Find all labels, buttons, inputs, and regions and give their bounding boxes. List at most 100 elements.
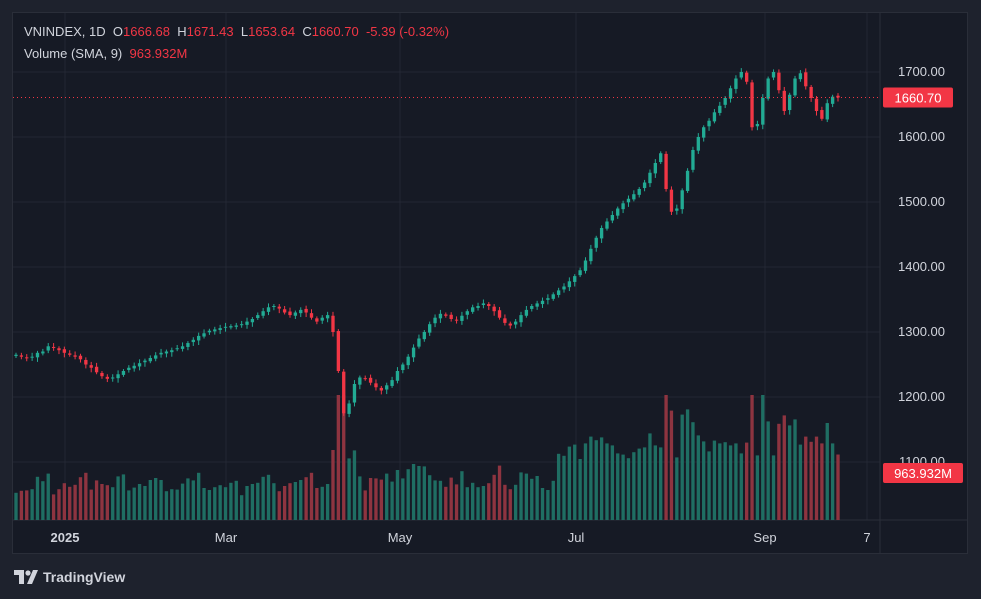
volume-bar	[642, 447, 647, 520]
candle-body	[540, 300, 545, 305]
open-label: O	[112, 24, 123, 39]
candle-body	[648, 172, 652, 184]
volume-bar	[546, 490, 550, 520]
volume-bar	[750, 395, 754, 520]
candle-body	[35, 352, 40, 358]
candle-body	[685, 170, 690, 191]
volume-bar	[825, 423, 829, 520]
candle-body	[428, 324, 432, 333]
chart-pane[interactable]	[12, 12, 968, 554]
candle-body	[358, 377, 362, 385]
candle-body	[707, 120, 711, 127]
candle-body	[728, 88, 733, 99]
candle-body	[605, 221, 609, 229]
candle-body	[288, 311, 292, 316]
candle-body	[385, 385, 389, 390]
volume-bar	[62, 483, 67, 520]
volume-bar	[94, 480, 99, 520]
candle-body	[524, 309, 529, 316]
volume-bar	[594, 440, 598, 520]
volume-bar	[739, 453, 743, 520]
volume-bar	[503, 484, 507, 520]
volume-bar	[154, 478, 158, 520]
candle-body	[342, 371, 346, 414]
candle-body	[508, 323, 512, 326]
volume-bar	[621, 454, 625, 520]
candle-body	[583, 260, 588, 271]
volume-legend[interactable]: Volume (SMA, 9) 963.932M	[24, 46, 187, 61]
candle-body	[352, 384, 357, 403]
candle-body	[46, 346, 50, 351]
low-label: L	[240, 24, 249, 39]
volume-bar	[417, 466, 421, 520]
candle-body	[476, 306, 480, 308]
candle-body	[51, 346, 56, 348]
volume-bar	[481, 486, 486, 520]
volume-bar	[530, 478, 534, 520]
close-value: 1660.70	[311, 24, 359, 39]
candle-body	[105, 376, 109, 379]
volume-bar	[111, 487, 115, 520]
candle-body	[175, 348, 179, 350]
candle-body	[573, 276, 577, 282]
volume-bar	[19, 490, 24, 520]
volume-bar	[57, 489, 61, 520]
candle-body	[820, 110, 824, 119]
volume-bar	[556, 453, 561, 520]
tradingview-logo-icon	[14, 570, 38, 584]
volume-bar	[471, 482, 475, 520]
candle-body	[299, 309, 303, 314]
price-tick-label: 1600.00	[898, 129, 945, 144]
candle-body	[202, 333, 206, 337]
volume-bar	[89, 489, 93, 520]
candle-body	[610, 215, 615, 221]
volume-bar	[25, 490, 29, 520]
volume-bar	[336, 395, 341, 520]
time-tick-label: Jul	[568, 530, 585, 545]
candle-body	[325, 315, 330, 319]
candle-body	[589, 248, 593, 262]
candle-body	[266, 307, 271, 312]
candle-body	[825, 103, 829, 120]
candle-body	[750, 82, 754, 128]
low-value: 1653.64	[248, 24, 296, 39]
volume-bar	[433, 480, 437, 520]
tradingview-logo[interactable]: TradingView	[14, 569, 125, 585]
candle-body	[836, 95, 840, 98]
volume-bar	[637, 448, 641, 520]
candle-body	[121, 371, 126, 375]
volume-bar	[793, 419, 797, 520]
volume-bar	[41, 481, 45, 520]
volume-bar	[487, 483, 491, 520]
candle-body	[368, 377, 373, 383]
candle-body	[492, 306, 496, 312]
volume-bar	[723, 442, 727, 520]
candle-body	[68, 353, 72, 355]
candle-body	[777, 72, 781, 91]
volume-bar	[325, 484, 330, 520]
volume-bar	[368, 478, 373, 520]
volume-bar	[718, 443, 722, 520]
volume-bar	[669, 410, 674, 520]
volume-bar	[562, 455, 566, 520]
candle-body	[438, 313, 443, 319]
volume-bar	[648, 433, 652, 520]
last-price-label: 1660.70	[895, 91, 942, 106]
candle-body	[444, 314, 448, 316]
last-volume-tag-bg	[883, 463, 963, 483]
volume-bar	[132, 487, 136, 520]
candle-body	[245, 321, 249, 325]
candle-body	[637, 189, 641, 195]
volume-bar	[202, 488, 206, 520]
candle-body	[89, 365, 93, 368]
candle-body	[406, 356, 410, 366]
volume-bar	[653, 445, 657, 520]
symbol-label[interactable]: VNINDEX, 1D	[24, 24, 106, 39]
volume-bar	[186, 478, 190, 520]
volume-bar	[272, 483, 276, 520]
candle-body	[513, 321, 518, 325]
candle-body	[830, 96, 835, 104]
volume-bar	[438, 480, 443, 520]
price-tick-label: 1400.00	[898, 259, 945, 274]
